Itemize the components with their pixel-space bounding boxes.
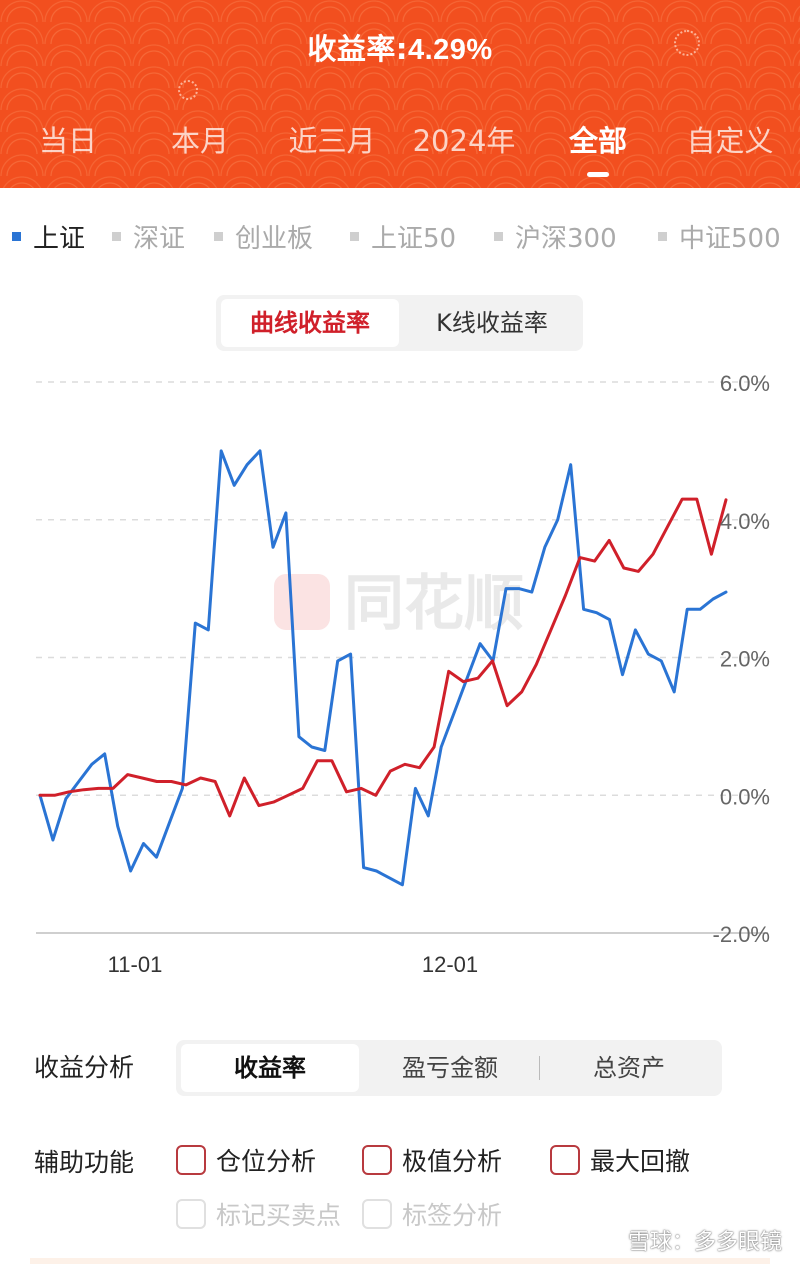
- tag-analysis-checkbox[interactable]: 标签分析: [362, 1196, 502, 1232]
- tab-today[interactable]: 当日: [38, 124, 97, 158]
- legend-square-icon: [350, 232, 359, 241]
- index-label: 沪深300: [515, 224, 617, 254]
- checkbox-box[interactable]: [176, 1145, 206, 1175]
- checkbox-box[interactable]: [362, 1199, 392, 1229]
- y-tick-label: 0.0%: [720, 784, 770, 809]
- yield-label: 收益率:: [307, 32, 408, 66]
- curve-type-toggle: 曲线收益率 K线收益率: [216, 295, 583, 351]
- index-gem[interactable]: 创业板: [214, 218, 313, 255]
- series-line-index: [38, 449, 728, 887]
- yield-chart[interactable]: 同花顺 6.0% 4.0% 2.0% 0.0% -2.0% 11-01 12-01: [0, 350, 800, 990]
- analysis-segment: 收益率 盈亏金额 总资产: [176, 1040, 722, 1096]
- index-selector: 上证 深证 创业板 上证50 沪深300 中证500: [0, 218, 800, 258]
- checkbox-box[interactable]: [362, 1145, 392, 1175]
- footer-watermark: 雪球：多多眼镜: [627, 1230, 782, 1255]
- index-sh50[interactable]: 上证50: [350, 218, 456, 255]
- legend-square-icon: [214, 232, 223, 241]
- tab-this-month[interactable]: 本月: [170, 124, 229, 158]
- y-tick-label: 4.0%: [720, 509, 770, 534]
- index-label: 创业板: [235, 224, 314, 254]
- checkbox-box[interactable]: [176, 1199, 206, 1229]
- y-tick-label: 2.0%: [720, 647, 770, 672]
- bottom-strip: [30, 1258, 770, 1264]
- y-tick-label: 6.0%: [720, 371, 770, 396]
- aux-label: 辅助功能: [34, 1148, 135, 1177]
- index-sh[interactable]: 上证: [12, 218, 85, 255]
- legend-square-icon: [12, 232, 21, 241]
- legend-square-icon: [658, 232, 667, 241]
- legend-square-icon: [112, 232, 121, 241]
- checkbox-label: 最大回撤: [590, 1147, 691, 1176]
- index-label: 中证500: [679, 224, 781, 254]
- decorative-lantern-icon: [674, 30, 700, 56]
- max-drawdown-checkbox[interactable]: 最大回撤: [550, 1142, 690, 1178]
- analysis-pnl-option[interactable]: 盈亏金额: [402, 1054, 498, 1082]
- index-label: 上证50: [371, 224, 457, 254]
- tab-three-months[interactable]: 近三月: [288, 124, 376, 158]
- x-tick-label: 11-01: [108, 952, 163, 977]
- index-label: 深证: [133, 224, 186, 254]
- series-line-portfolio: [38, 497, 728, 818]
- index-label: 上证: [33, 224, 86, 254]
- watermark-logo-icon: [274, 574, 330, 630]
- chart-watermark: 同花顺: [344, 569, 524, 639]
- segment-divider: [539, 1056, 540, 1080]
- checkbox-label: 标记买卖点: [216, 1201, 342, 1230]
- index-sz[interactable]: 深证: [112, 218, 185, 255]
- y-tick-label: -2.0%: [713, 922, 770, 947]
- analysis-yield-option[interactable]: 收益率: [181, 1044, 359, 1092]
- checkbox-label: 标签分析: [402, 1201, 503, 1230]
- curve-yield-option[interactable]: 曲线收益率: [221, 299, 399, 347]
- index-hs300[interactable]: 沪深300: [494, 218, 617, 255]
- header: 收益率:4.29% 当日 本月 近三月 2024年 全部 自定义: [0, 0, 800, 188]
- extreme-analysis-checkbox[interactable]: 极值分析: [362, 1142, 502, 1178]
- yield-value: 4.29%: [407, 34, 493, 66]
- yield-chart-svg: 同花顺 6.0% 4.0% 2.0% 0.0% -2.0% 11-01 12-01: [36, 371, 770, 977]
- checkbox-label: 极值分析: [402, 1147, 503, 1176]
- legend-square-icon: [494, 232, 503, 241]
- yield-title: 收益率:4.29%: [0, 26, 800, 68]
- tab-custom[interactable]: 自定义: [686, 124, 774, 158]
- tab-2024[interactable]: 2024年: [412, 124, 516, 158]
- decorative-lantern-icon: [178, 80, 198, 100]
- trade-points-checkbox[interactable]: 标记买卖点: [176, 1196, 341, 1232]
- checkbox-label: 仓位分析: [216, 1147, 317, 1176]
- x-tick-label: 12-01: [422, 952, 478, 977]
- analysis-label: 收益分析: [34, 1053, 135, 1082]
- analysis-total-assets-option[interactable]: 总资产: [593, 1054, 665, 1082]
- active-tab-indicator: [587, 172, 609, 177]
- tab-all[interactable]: 全部: [568, 124, 627, 158]
- checkbox-box[interactable]: [550, 1145, 580, 1175]
- period-tabs: 当日 本月 近三月 2024年 全部 自定义: [0, 118, 800, 178]
- kline-yield-option[interactable]: K线收益率: [436, 309, 548, 337]
- position-analysis-checkbox[interactable]: 仓位分析: [176, 1142, 316, 1178]
- index-zz500[interactable]: 中证500: [658, 218, 781, 255]
